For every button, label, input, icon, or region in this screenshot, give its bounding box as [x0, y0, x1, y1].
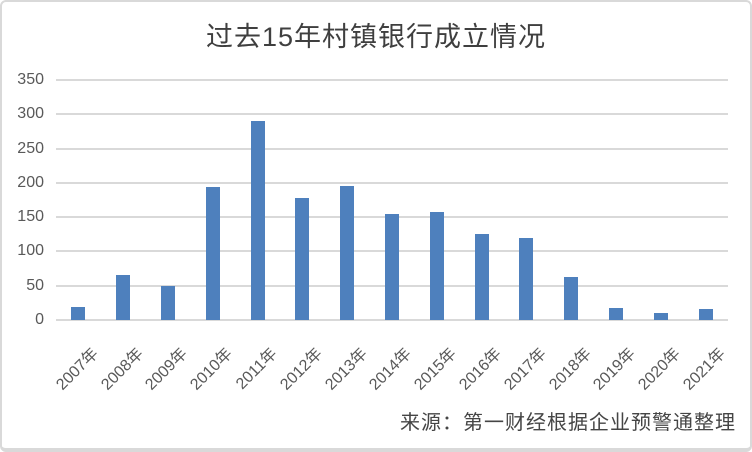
- x-tick-label: 2017年: [501, 345, 550, 394]
- gridline: [56, 113, 728, 116]
- y-tick-label: 300: [17, 105, 44, 123]
- x-tick-label: 2009年: [142, 345, 192, 394]
- gridline: [56, 181, 728, 184]
- x-tick-label: 2014年: [366, 345, 416, 394]
- bar-2013年: [340, 185, 355, 320]
- x-tick-label: 2021年: [680, 345, 729, 394]
- x-tick-label: 2012年: [277, 345, 326, 394]
- y-tick-label: 150: [17, 208, 44, 226]
- bar-2017年: [519, 237, 534, 320]
- y-tick-label: 100: [17, 242, 44, 260]
- bar-2018年: [564, 277, 579, 320]
- y-tick-label: 250: [17, 139, 44, 157]
- chart-title: 过去15年村镇银行成立情况: [205, 22, 547, 52]
- bar-2010年: [205, 186, 220, 320]
- x-tick-label: 2008年: [97, 345, 147, 394]
- bar-2021年: [698, 309, 713, 320]
- x-tick-label: 2016年: [456, 345, 505, 394]
- bar-2015年: [429, 211, 444, 320]
- y-tick-label: 200: [17, 173, 44, 191]
- bar-2020年: [653, 313, 668, 320]
- x-tick-label: 2015年: [411, 345, 461, 394]
- bar-2007年: [71, 306, 86, 320]
- bar-2016年: [474, 233, 489, 320]
- bar-2012年: [295, 197, 310, 320]
- x-tick-label: 2019年: [590, 345, 640, 394]
- x-tick-label: 2011年: [233, 345, 281, 393]
- x-tick-label: 2018年: [545, 345, 595, 394]
- gridline: [56, 79, 728, 81]
- x-tick-label: 2013年: [321, 345, 371, 394]
- source-note: 来源：第一财经根据企业预警通整理: [400, 412, 736, 434]
- bar-2014年: [385, 213, 399, 320]
- x-tick-label: 2007年: [53, 345, 102, 394]
- bar-2019年: [609, 308, 623, 320]
- bar-2009年: [161, 286, 175, 320]
- bar-2011年: [250, 121, 265, 320]
- x-tick-label: 2020年: [635, 345, 685, 394]
- gridline: [56, 147, 728, 150]
- y-tick-label: 350: [17, 71, 44, 88]
- y-tick-label: 0: [35, 311, 44, 328]
- gridline: [56, 319, 728, 321]
- x-tick-label: 2010年: [187, 345, 237, 394]
- bar-2008年: [116, 274, 131, 320]
- y-tick-label: 50: [26, 276, 44, 294]
